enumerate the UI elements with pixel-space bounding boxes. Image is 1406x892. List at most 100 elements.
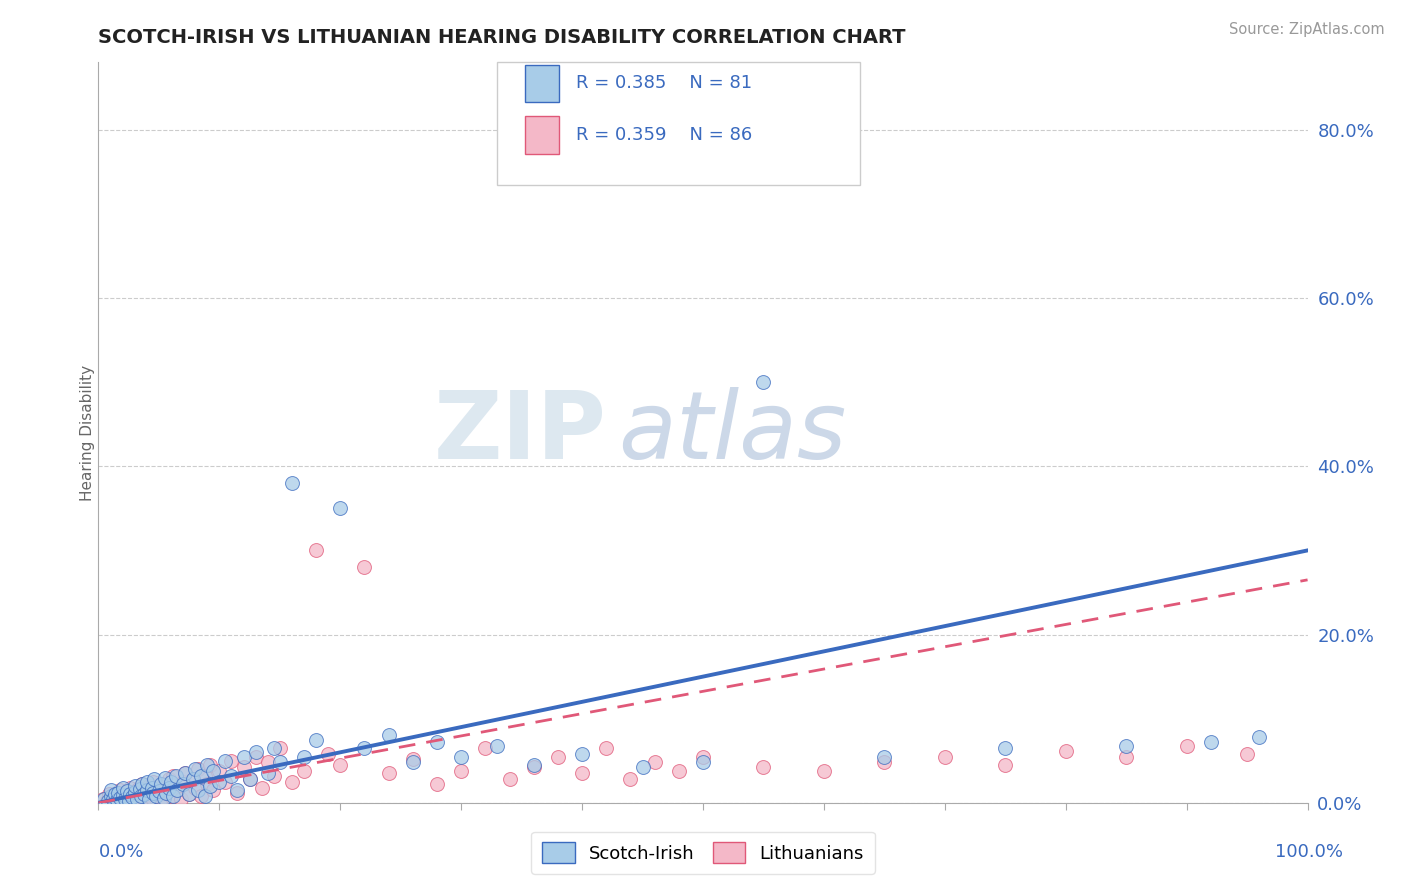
Point <box>135 784 157 798</box>
Point <box>121 789 143 804</box>
Point <box>125 792 148 806</box>
Point <box>141 780 163 795</box>
Point <box>426 735 449 749</box>
Point <box>226 786 249 800</box>
Point <box>160 774 183 789</box>
Point <box>166 783 188 797</box>
Point <box>263 741 285 756</box>
Point <box>202 783 225 797</box>
Point <box>281 774 304 789</box>
Point <box>91 792 114 806</box>
Point <box>100 789 122 803</box>
Point <box>329 501 352 516</box>
Text: R = 0.359    N = 86: R = 0.359 N = 86 <box>576 126 752 144</box>
Text: 100.0%: 100.0% <box>1275 843 1343 861</box>
Point <box>1199 735 1222 749</box>
Point <box>153 771 176 785</box>
Point <box>934 749 956 764</box>
Point <box>127 792 149 806</box>
Point <box>269 741 291 756</box>
Point <box>752 760 775 774</box>
Point <box>118 794 141 808</box>
Point <box>150 777 173 791</box>
Point <box>668 764 690 778</box>
Point <box>1249 730 1271 744</box>
Point <box>135 783 157 797</box>
FancyBboxPatch shape <box>526 64 560 102</box>
Point <box>141 790 163 805</box>
Point <box>115 785 138 799</box>
Point <box>107 786 129 800</box>
Point <box>112 789 135 803</box>
Point <box>138 779 160 793</box>
Point <box>165 769 187 783</box>
Point <box>994 758 1017 772</box>
Point <box>195 777 218 791</box>
Point <box>157 772 180 787</box>
Point <box>1236 747 1258 761</box>
Point <box>155 786 177 800</box>
Point <box>426 777 449 791</box>
Point <box>1115 749 1137 764</box>
Point <box>450 749 472 764</box>
Point <box>208 764 231 778</box>
Point <box>172 777 194 791</box>
Point <box>179 788 201 802</box>
Point <box>1115 739 1137 753</box>
Point <box>111 791 134 805</box>
Point <box>121 789 143 804</box>
Point <box>104 788 127 802</box>
Point <box>305 543 328 558</box>
Point <box>135 774 157 789</box>
Point <box>263 769 285 783</box>
Point <box>523 760 546 774</box>
Point <box>107 789 129 804</box>
Point <box>813 764 835 778</box>
Point <box>190 769 212 783</box>
Point <box>101 789 124 803</box>
Text: R = 0.385    N = 81: R = 0.385 N = 81 <box>576 74 752 92</box>
Text: ZIP: ZIP <box>433 386 606 479</box>
Point <box>117 784 139 798</box>
Point <box>131 777 153 791</box>
Point <box>226 783 249 797</box>
Point <box>198 779 221 793</box>
Point <box>100 783 122 797</box>
Point <box>104 793 127 807</box>
Point <box>142 786 165 800</box>
Point <box>187 783 209 797</box>
Point <box>172 774 194 789</box>
Point <box>190 789 212 803</box>
Point <box>994 741 1017 756</box>
Point <box>129 789 152 803</box>
Point <box>752 375 775 389</box>
Point <box>873 756 896 770</box>
Point <box>571 747 593 761</box>
Point <box>97 794 120 808</box>
Point <box>250 780 273 795</box>
Point <box>498 772 520 787</box>
Point <box>118 793 141 807</box>
Point <box>256 756 278 770</box>
Point <box>232 760 254 774</box>
Point <box>160 789 183 803</box>
Point <box>245 745 267 759</box>
Point <box>143 772 166 787</box>
Y-axis label: Hearing Disability: Hearing Disability <box>80 365 94 500</box>
Point <box>281 476 304 491</box>
Point <box>152 777 174 791</box>
Point <box>111 789 134 803</box>
Point <box>162 789 184 803</box>
Point <box>124 786 146 800</box>
FancyBboxPatch shape <box>526 117 560 153</box>
Point <box>316 747 339 761</box>
Point <box>129 789 152 803</box>
Point <box>127 782 149 797</box>
Point <box>96 794 118 808</box>
Point <box>157 780 180 795</box>
Point <box>221 754 243 768</box>
Point <box>111 780 134 795</box>
Point <box>239 772 262 787</box>
Point <box>138 791 160 805</box>
Point <box>134 791 156 805</box>
